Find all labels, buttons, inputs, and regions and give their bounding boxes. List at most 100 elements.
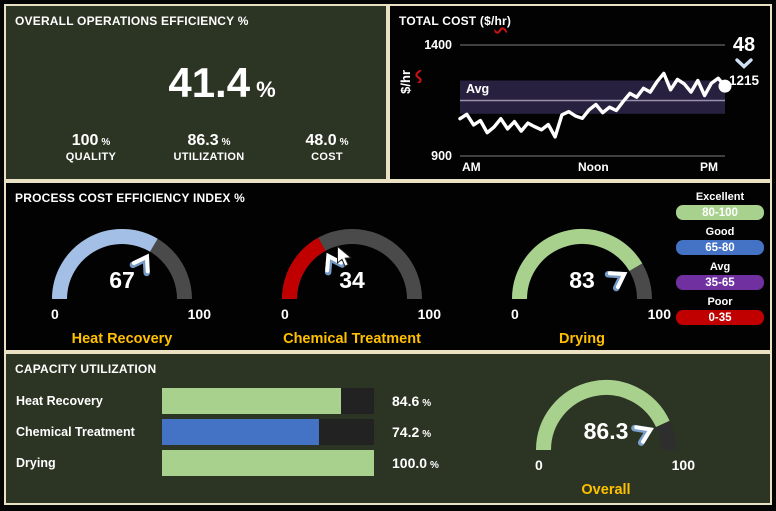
efficiency-kpi: 41.4%: [6, 62, 386, 104]
legend-item-avg: Avg 35-65: [676, 261, 764, 290]
x-axis-tick-am: AM: [462, 160, 481, 174]
avg-band-label: Avg: [466, 82, 490, 96]
mouse-cursor: [337, 246, 353, 267]
gauge-value: 83: [569, 267, 595, 293]
bar-track[interactable]: [162, 388, 374, 414]
gauge-name: Heat Recovery: [71, 331, 173, 347]
legend-range-pill: 35-65: [676, 275, 764, 290]
gauge-arc[interactable]: [497, 207, 667, 307]
y-axis-title-word: hr: [398, 70, 413, 83]
cost-kpi-value: 48: [732, 34, 756, 56]
process-panel-title: PROCESS COST EFFICIENCY INDEX %: [15, 191, 246, 205]
gauge-max-label: 100: [671, 457, 695, 473]
gauge-marker-icon: [604, 271, 628, 292]
stat-utilization-unit: %: [221, 137, 231, 148]
gauge-min-label: 0: [511, 306, 519, 322]
efficiency-kpi-value: 41.4: [168, 59, 251, 106]
efficiency-stats: 100% QUALITY 86.3% UTILIZATION 48.0% COS…: [6, 132, 386, 163]
gauge-value: 67: [109, 267, 135, 293]
gauge-min-label: 0: [51, 306, 59, 322]
gauge-fill: [52, 229, 158, 300]
efficiency-legend: Excellent 80-100 Good 65-80 Avg 35-65 Po…: [676, 191, 764, 331]
stat-quality: 100% QUALITY: [32, 132, 150, 163]
gauge-name: Chemical Treatment: [283, 331, 421, 347]
stat-cost-label: COST: [311, 151, 343, 163]
chevron-down-icon: [735, 58, 753, 69]
gauge-max-label: 100: [187, 306, 211, 322]
gauge-fill: [536, 380, 670, 451]
gauge-chemical-treatment[interactable]: 34 0 100 Chemical Treatment: [257, 207, 447, 357]
y-axis-title-pre: $/: [398, 83, 413, 94]
total-cost-line-chart[interactable]: [390, 6, 770, 179]
legend-label: Poor: [707, 296, 733, 308]
process-gauges-row: 67 0 100 Heat Recovery 34 0 100 Chemical Treat…: [12, 207, 692, 357]
x-axis-tick-pm: PM: [700, 160, 718, 174]
last-point-marker: [718, 79, 732, 93]
bar-value: 74.2%: [392, 424, 432, 440]
legend-label: Excellent: [695, 191, 745, 203]
efficiency-panel-title: OVERALL OPERATIONS EFFICIENCY %: [15, 14, 249, 28]
efficiency-kpi-unit: %: [256, 77, 276, 102]
gauge-fill: [512, 228, 643, 300]
stat-utilization-label: UTILIZATION: [173, 151, 245, 163]
bar-track[interactable]: [162, 419, 374, 445]
stat-cost-unit: %: [339, 137, 349, 148]
capacity-panel-title: CAPACITY UTILIZATION: [15, 362, 157, 376]
gauge-name: Overall: [581, 482, 631, 498]
gauge-fill: [282, 237, 326, 300]
gauge-min-label: 0: [281, 306, 289, 322]
bar-row: Drying 100.0%: [16, 450, 461, 476]
cost-kpi-block: 48 1215: [723, 34, 765, 89]
title-misspelled-word: hr: [494, 14, 507, 28]
bar-row: Heat Recovery 84.6%: [16, 388, 461, 414]
gauge-value: 86.3: [583, 418, 629, 444]
cost-kpi-current: 1215: [728, 73, 760, 88]
gauge-max-label: 100: [417, 306, 441, 322]
gauge-marker-icon: [129, 253, 150, 277]
stat-utilization-value: 86.3: [187, 132, 219, 149]
bar-row: Chemical Treatment 74.2%: [16, 419, 461, 445]
title-post: ): [506, 14, 512, 28]
gauge-max-label: 100: [647, 306, 671, 322]
bar-label: Heat Recovery: [16, 394, 103, 408]
gauge-overall[interactable]: 86.3 0 100 Overall: [511, 358, 701, 508]
gauge-arc[interactable]: [267, 207, 437, 307]
bar-value: 84.6%: [392, 393, 432, 409]
capacity-bars: Heat Recovery 84.6% Chemical Treatment 74.2…: [16, 388, 461, 481]
bar-track[interactable]: [162, 450, 374, 476]
x-axis-tick-noon: Noon: [578, 160, 609, 174]
gauge-arc[interactable]: [37, 207, 207, 307]
cost-series-line: [458, 71, 727, 139]
legend-label: Avg: [709, 261, 731, 273]
gauge-value: 34: [339, 267, 365, 293]
capacity-panel: CAPACITY UTILIZATION Heat Recovery 84.6% C…: [4, 352, 772, 505]
total-cost-panel: TOTAL COST ($/hr) 1400 900 $/hr AM Noon …: [388, 4, 772, 181]
legend-range-pill: 65-80: [676, 240, 764, 255]
bar-label: Drying: [16, 456, 56, 470]
stat-cost: 48.0% COST: [268, 132, 386, 163]
legend-item-excellent: Excellent 80-100: [676, 191, 764, 220]
gauge-drying[interactable]: 83 0 100 Drying: [487, 207, 677, 357]
legend-range-pill: 80-100: [676, 205, 764, 220]
y-axis-title: $/hr: [398, 70, 413, 94]
legend-item-good: Good 65-80: [676, 226, 764, 255]
legend-range-pill: 0-35: [676, 310, 764, 325]
stat-quality-label: QUALITY: [65, 151, 117, 163]
title-pre: TOTAL COST ($/: [399, 14, 495, 28]
total-cost-panel-title: TOTAL COST ($/hr): [399, 14, 511, 28]
stat-utilization: 86.3% UTILIZATION: [150, 132, 268, 163]
efficiency-panel: OVERALL OPERATIONS EFFICIENCY % 41.4% 10…: [4, 4, 388, 181]
bar-fill: [162, 419, 320, 445]
stat-quality-value: 100: [71, 132, 99, 149]
process-efficiency-panel: PROCESS COST EFFICIENCY INDEX % 67 0 100 He…: [4, 181, 772, 352]
bar-value: 100.0%: [392, 455, 439, 471]
gauge-min-label: 0: [535, 457, 543, 473]
stat-quality-unit: %: [101, 137, 111, 148]
gauge-arc[interactable]: [521, 358, 691, 458]
gauge-heat-recovery[interactable]: 67 0 100 Heat Recovery: [27, 207, 217, 357]
legend-label: Good: [705, 226, 735, 238]
legend-item-poor: Poor 0-35: [676, 296, 764, 325]
y-axis-tick-min: 900: [431, 149, 452, 163]
bar-fill: [162, 388, 342, 414]
